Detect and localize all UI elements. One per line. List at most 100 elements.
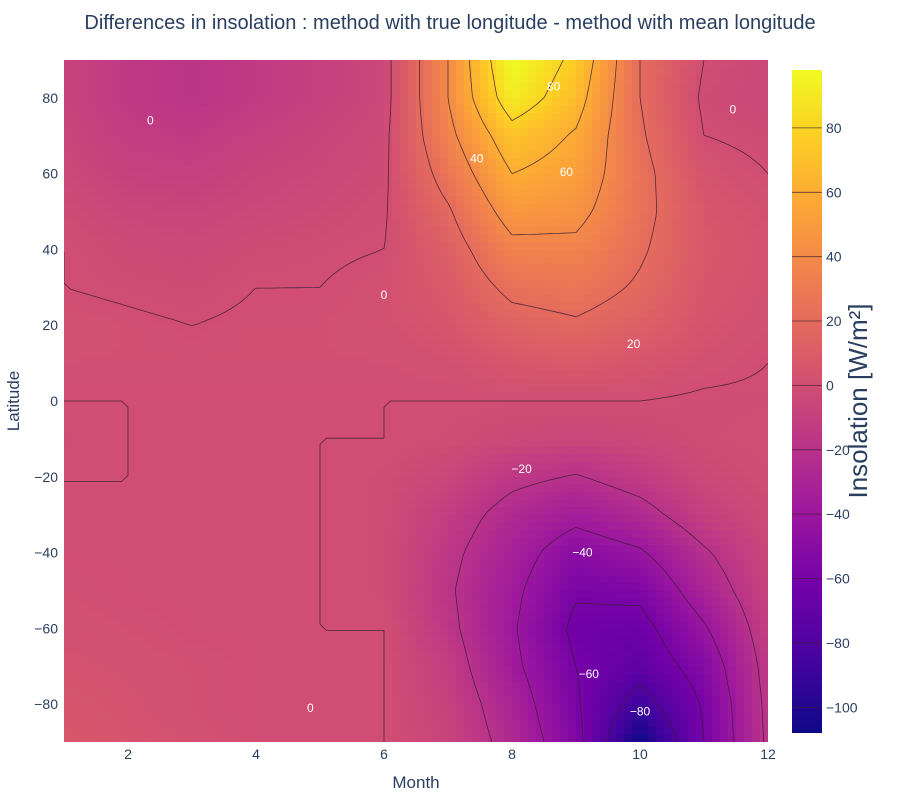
heatmap-cell <box>328 363 337 372</box>
heatmap-cell <box>736 408 745 417</box>
heatmap-cell <box>616 438 625 448</box>
heatmap-cell <box>240 370 249 379</box>
heatmap-cell <box>688 416 697 425</box>
heatmap-cell <box>296 363 305 372</box>
heatmap-cell <box>336 97 345 107</box>
heatmap-cell <box>256 67 265 76</box>
heatmap-cell <box>552 105 561 114</box>
heatmap-cell <box>160 234 169 243</box>
heatmap-cell <box>512 67 521 76</box>
heatmap-cell <box>528 257 537 266</box>
heatmap-cell <box>176 408 185 417</box>
heatmap-cell <box>496 461 505 470</box>
heatmap-cell <box>136 431 145 440</box>
heatmap-cell <box>760 378 768 387</box>
heatmap-cell <box>344 438 353 448</box>
heatmap-cell <box>400 241 409 251</box>
heatmap-cell <box>264 241 273 251</box>
heatmap-cell <box>104 150 113 160</box>
heatmap-cell <box>504 408 513 417</box>
heatmap-cell <box>608 211 617 220</box>
heatmap-cell <box>640 431 649 440</box>
heatmap-cell <box>224 332 233 341</box>
heatmap-cell <box>392 347 401 357</box>
heatmap-cell <box>600 90 609 99</box>
heatmap-cell <box>392 82 401 91</box>
heatmap-cell <box>192 272 201 281</box>
heatmap-cell <box>128 370 137 379</box>
heatmap-cell <box>696 423 705 432</box>
heatmap-cell <box>64 393 73 402</box>
heatmap-cell <box>456 90 465 99</box>
heatmap-cell <box>80 203 89 213</box>
heatmap-cell <box>144 241 153 251</box>
heatmap-cell <box>632 158 641 167</box>
heatmap-cell <box>224 469 233 478</box>
heatmap-cell <box>112 257 121 266</box>
heatmap-cell <box>304 302 313 311</box>
heatmap-cell <box>472 438 481 448</box>
heatmap-cell <box>240 325 249 334</box>
heatmap-cell <box>104 128 113 137</box>
heatmap-cell <box>736 476 745 485</box>
heatmap-cell <box>136 294 145 304</box>
heatmap-cell <box>144 340 153 349</box>
heatmap-cell <box>152 188 161 197</box>
heatmap-cell <box>176 158 185 167</box>
heatmap-cell <box>128 378 137 387</box>
heatmap-cell <box>120 90 129 99</box>
heatmap-cell <box>728 67 737 76</box>
heatmap-cell <box>688 173 697 182</box>
heatmap-cell <box>744 378 753 387</box>
heatmap-cell <box>208 173 217 182</box>
heatmap-cell <box>344 461 353 470</box>
heatmap-cell <box>392 135 401 144</box>
heatmap-cell <box>704 423 713 432</box>
heatmap-cell <box>688 181 697 190</box>
heatmap-cell <box>568 461 577 470</box>
heatmap-cell <box>464 332 473 341</box>
heatmap-cell <box>424 173 433 182</box>
heatmap-cell <box>216 461 225 470</box>
heatmap-cell <box>320 90 329 99</box>
heatmap-cell <box>568 438 577 448</box>
heatmap-cell <box>728 234 737 243</box>
heatmap-cell <box>544 476 553 485</box>
heatmap-cell <box>656 454 665 463</box>
heatmap-cell <box>96 378 105 387</box>
heatmap-cell <box>240 469 249 478</box>
heatmap-cell <box>216 272 225 281</box>
heatmap-cell <box>176 347 185 357</box>
heatmap-cell <box>104 196 113 205</box>
heatmap-cell <box>448 438 457 448</box>
heatmap-cell <box>144 234 153 243</box>
heatmap-cell <box>80 158 89 167</box>
heatmap-cell <box>288 287 297 296</box>
heatmap-cell <box>592 249 601 258</box>
heatmap-cell <box>88 408 97 417</box>
heatmap-cell <box>368 257 377 266</box>
heatmap-cell <box>184 120 193 129</box>
heatmap-cell <box>160 325 169 334</box>
heatmap-cell <box>496 355 505 364</box>
heatmap-cell <box>688 476 697 485</box>
heatmap-cell <box>320 272 329 281</box>
heatmap-cell <box>168 340 177 349</box>
heatmap-cell <box>584 370 593 379</box>
heatmap-cell <box>368 476 377 485</box>
heatmap-cell <box>184 332 193 341</box>
heatmap-cell <box>728 120 737 129</box>
heatmap-cell <box>136 219 145 228</box>
heatmap-cell <box>144 105 153 114</box>
heatmap-cell <box>232 294 241 304</box>
heatmap-cell <box>552 416 561 425</box>
heatmap-cell <box>80 128 89 137</box>
heatmap-cell <box>272 461 281 470</box>
heatmap-cell <box>704 203 713 213</box>
heatmap-cell <box>408 90 417 99</box>
heatmap-cell <box>424 363 433 372</box>
heatmap-cell <box>64 90 73 99</box>
heatmap-cell <box>128 181 137 190</box>
heatmap-cell <box>592 226 601 235</box>
